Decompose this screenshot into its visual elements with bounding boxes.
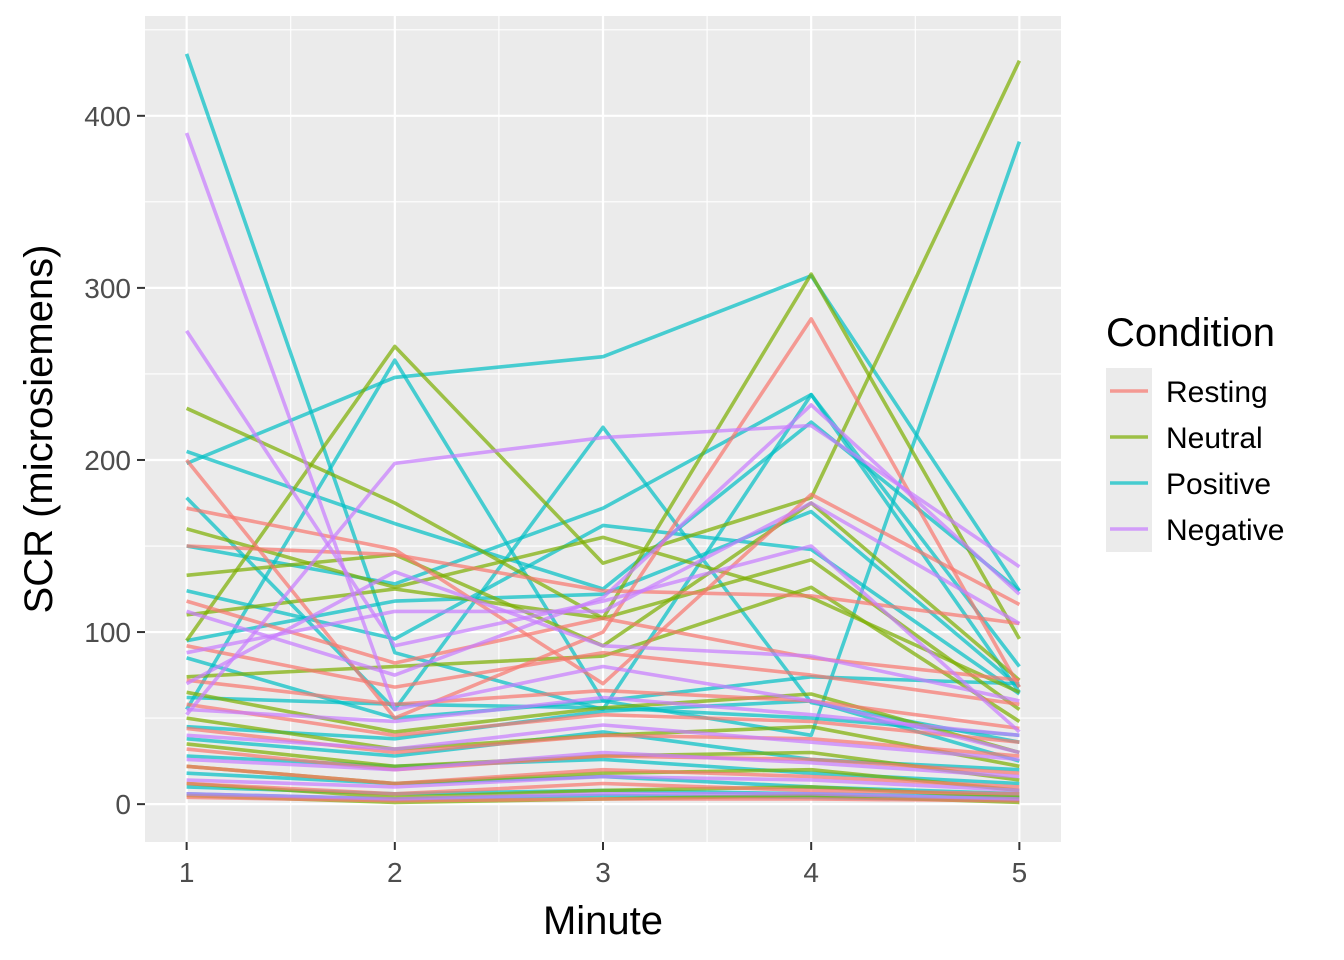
- x-tick-label: 1: [179, 857, 195, 888]
- series-line-negative: [185, 329, 1021, 734]
- y-axis-title: SCR (microsiemens): [17, 245, 61, 614]
- series-line-positive: [185, 425, 1020, 744]
- legend: Condition Resting Neutral Positive Negative: [1106, 311, 1284, 552]
- series-line-positive: [186, 392, 1021, 668]
- series-line-negative: [186, 774, 1020, 793]
- series-line-negative: [186, 695, 1020, 738]
- series-line-neutral: [185, 59, 1022, 642]
- legend-label-resting: Resting: [1166, 376, 1268, 409]
- series-line-resting: [186, 544, 1020, 626]
- y-tick-label: 200: [84, 445, 131, 476]
- y-tick-label: 0: [115, 789, 131, 820]
- series-line-resting: [186, 678, 1020, 731]
- series-line-negative: [186, 501, 1021, 655]
- x-tick-label: 3: [595, 857, 611, 888]
- series-line-resting: [186, 599, 1020, 682]
- series-line-resting: [186, 702, 1020, 744]
- series-line-negative: [186, 750, 1020, 779]
- series-line-positive: [185, 273, 1021, 592]
- series-line-resting: [186, 795, 1020, 803]
- legend-title: Condition: [1106, 311, 1275, 355]
- series-layer: [184, 53, 1022, 805]
- y-tick-label: 400: [84, 101, 131, 132]
- series-line-negative: [186, 723, 1020, 762]
- series-line-resting: [186, 781, 1020, 796]
- series-line-negative: [186, 403, 1021, 677]
- series-line-resting: [186, 764, 1020, 789]
- legend-label-neutral: Neutral: [1166, 422, 1263, 455]
- series-line-negative: [185, 569, 1020, 703]
- y-tick-label: 300: [84, 273, 131, 304]
- series-line-positive: [186, 523, 1021, 696]
- series-line-resting: [185, 317, 1021, 720]
- series-line-negative: [184, 132, 1020, 755]
- series-line-negative: [185, 423, 1021, 716]
- series-line-positive: [186, 509, 1021, 689]
- x-tick-label: 2: [387, 857, 403, 888]
- x-axis: 1 2 3 4 5: [179, 842, 1027, 888]
- x-axis-title: Minute: [543, 899, 663, 943]
- x-tick-label: 5: [1012, 857, 1028, 888]
- x-tick-label: 4: [803, 857, 819, 888]
- series-line-negative: [186, 791, 1020, 801]
- series-line-neutral: [186, 585, 1021, 724]
- series-line-resting: [186, 492, 1021, 686]
- series-line-neutral: [186, 527, 1021, 694]
- legend-label-positive: Positive: [1166, 468, 1271, 501]
- series-line-resting: [186, 644, 1020, 707]
- legend-label-negative: Negative: [1166, 514, 1284, 547]
- y-axis: 0 100 200 300 400: [84, 101, 145, 820]
- series-line-resting: [186, 747, 1020, 775]
- y-tick-label: 100: [84, 617, 131, 648]
